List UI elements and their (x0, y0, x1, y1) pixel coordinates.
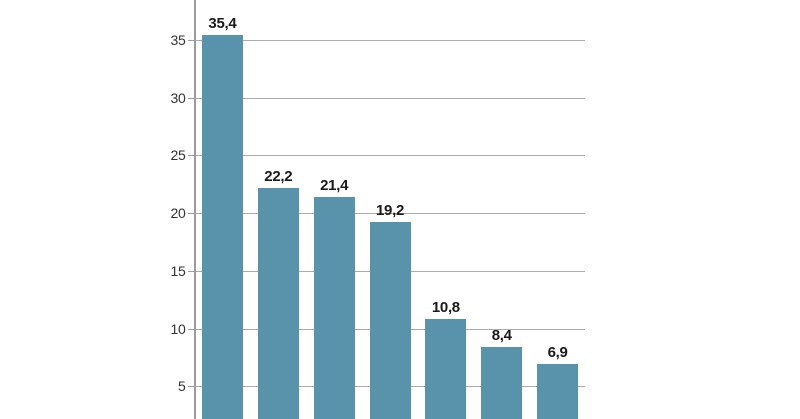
y-tick-label-15: 15 (170, 262, 186, 279)
y-tick-label-20: 20 (170, 205, 186, 221)
y-tick-label-5: 5 (178, 378, 186, 395)
y-axis-line (193, 0, 196, 419)
y-tick-label-30: 30 (170, 89, 186, 106)
bar-value-label-3: 21,4 (320, 176, 349, 194)
y-tick-35 (187, 39, 195, 41)
bar-value-label-5: 10,8 (431, 299, 460, 317)
bar-value-label-1: 35,4 (208, 15, 237, 33)
y-tick-10 (187, 328, 195, 330)
bar-4 (369, 222, 411, 419)
bar-7 (537, 364, 579, 419)
bar-1 (201, 35, 243, 419)
gridline-35 (195, 39, 585, 41)
bar-value-label-6: 8,4 (491, 326, 512, 344)
bar-2 (257, 187, 299, 419)
y-tick-25 (187, 155, 195, 157)
bar-3 (313, 196, 355, 419)
gridline-25 (195, 155, 585, 157)
y-tick-label-10: 10 (170, 320, 186, 337)
bar-value-label-7: 6,9 (547, 344, 568, 362)
bar-6 (481, 346, 523, 419)
y-tick-label-25: 25 (170, 147, 186, 164)
bar-value-label-4: 19,2 (376, 202, 404, 220)
y-tick-label-35: 35 (170, 31, 186, 48)
gridline-20 (195, 213, 585, 214)
bar-5 (425, 319, 467, 419)
y-tick-20 (187, 213, 195, 214)
gridline-30 (195, 97, 585, 99)
y-tick-5 (187, 386, 195, 388)
bar-value-label-2: 22,2 (264, 167, 293, 185)
y-tick-15 (187, 270, 195, 272)
y-tick-30 (187, 97, 195, 99)
